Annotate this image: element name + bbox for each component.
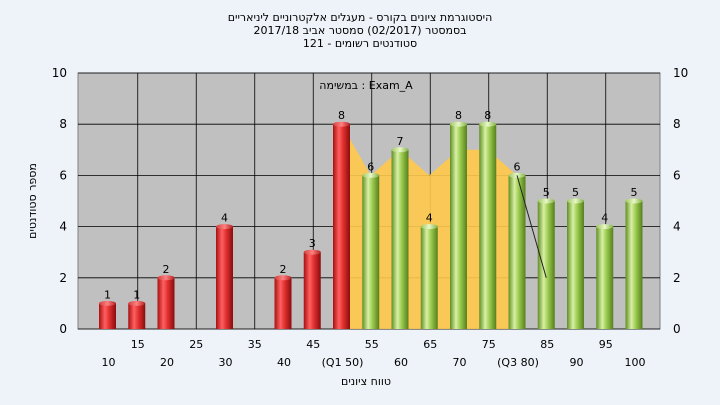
bar [333, 124, 350, 329]
x-axis-title: טווח ציונים [341, 375, 391, 388]
bar-top [274, 275, 292, 281]
bar [508, 175, 526, 329]
bar-value-label: 4 [601, 212, 608, 225]
bar-value-label: 8 [338, 109, 345, 122]
trace-line [516, 175, 547, 278]
bar-value-label: 1 [104, 288, 111, 301]
bar [274, 277, 292, 329]
bar-value-label: 2 [163, 263, 170, 276]
chart-title-line-1: היסטוגרמת ציונים בקורס - מעגלים אלקטרוני… [227, 11, 493, 24]
x-tick-label: 85 [540, 338, 554, 351]
bar [537, 201, 555, 329]
y-tick-label-right: 4 [673, 220, 681, 234]
x-tick-label: (Q1 50) [322, 356, 364, 369]
bar-value-label: 8 [484, 109, 491, 122]
chart-title-line-3: סטודנטים רשומים - 121 [302, 37, 418, 50]
bar [567, 201, 584, 329]
bar [479, 124, 497, 329]
bar-value-label: 5 [572, 186, 579, 199]
bar-top [333, 121, 350, 127]
bar [450, 124, 467, 329]
bar-top [567, 198, 584, 204]
x-tick-label: 45 [306, 338, 320, 351]
bar-top [479, 121, 497, 127]
y-tick-label-left: 4 [59, 220, 67, 234]
y-axis-title: מספר סטודנטים [26, 163, 39, 239]
x-tick-label: 10 [102, 356, 116, 369]
y-tick-label-left: 6 [59, 168, 67, 182]
x-tick-label: 60 [394, 356, 408, 369]
y-tick-label-right: 10 [673, 66, 688, 80]
y-tick-label-right: 0 [673, 322, 681, 336]
bar-value-label: 7 [397, 135, 404, 148]
bar-top [596, 224, 614, 230]
chart-title-line-2: בסמסטר (02/2017) סמסטר אביב 2017/18 [253, 24, 467, 37]
x-tick-label: (Q3 80) [497, 356, 539, 369]
y-tick-label-left: 8 [59, 117, 67, 131]
bar [303, 252, 321, 329]
bar [99, 303, 116, 329]
bar-value-label: 6 [514, 160, 521, 173]
x-tick-label: 70 [453, 356, 467, 369]
y-tick-label-right: 8 [673, 117, 681, 131]
y-tick-label-left: 2 [59, 271, 67, 285]
bar-top [128, 300, 146, 306]
trace-segment [516, 175, 547, 278]
bar-top [362, 172, 380, 178]
bar-top [391, 147, 409, 153]
bar-top [216, 224, 233, 230]
x-tick-label: 75 [482, 338, 496, 351]
x-tick-label: 55 [365, 338, 379, 351]
bar-top [625, 198, 643, 204]
bar [420, 226, 438, 329]
bar-value-label: 5 [631, 186, 638, 199]
bar [625, 201, 643, 329]
bar-value-label: 6 [367, 160, 374, 173]
x-tick-label: 25 [189, 338, 203, 351]
x-tick-label: 65 [423, 338, 437, 351]
bar-value-label: 4 [426, 212, 433, 225]
bar-top [99, 300, 116, 306]
bar-top [303, 249, 321, 255]
x-tick-label: 100 [625, 356, 646, 369]
bar-value-label: 5 [543, 186, 550, 199]
y-tick-label-left: 0 [59, 322, 67, 336]
bar-top [420, 224, 438, 230]
x-tick-label: 95 [599, 338, 613, 351]
bar [157, 277, 175, 329]
x-tick-label: 90 [570, 356, 584, 369]
bar-value-label: 1 [133, 288, 140, 301]
y-tick-label-right: 6 [673, 168, 681, 182]
bars: 1 1 2 4 2 3 8 6 7 4 8 8 6 5 5 4 5 [99, 109, 643, 329]
task-annotation: במשימה : Exam_A [319, 79, 413, 92]
bar [216, 226, 233, 329]
bar [128, 303, 146, 329]
x-tick-label: 35 [248, 338, 262, 351]
bar [596, 226, 614, 329]
bar-value-label: 4 [221, 212, 228, 225]
bar-top [450, 121, 467, 127]
x-tick-label: 20 [160, 356, 174, 369]
bar-value-label: 3 [309, 237, 316, 250]
bar [391, 149, 409, 329]
y-tick-label-right: 2 [673, 271, 681, 285]
x-tick-label: 40 [277, 356, 291, 369]
bar [362, 175, 380, 329]
x-tick-label: 15 [131, 338, 145, 351]
y-tick-label-left: 10 [52, 66, 67, 80]
bar-top [537, 198, 555, 204]
bar-value-label: 2 [280, 263, 287, 276]
bar-top [157, 275, 175, 281]
x-tick-label: 30 [219, 356, 233, 369]
bar-value-label: 8 [455, 109, 462, 122]
